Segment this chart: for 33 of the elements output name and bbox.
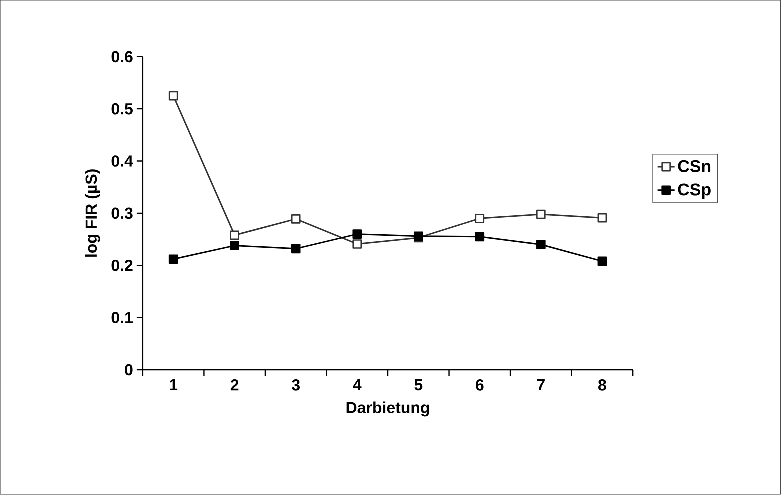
x-tick-label: 7 <box>537 380 545 391</box>
x-axis-title: Darbietung <box>346 402 430 417</box>
point <box>352 240 362 249</box>
y-tick-label: 0.4 <box>112 156 134 167</box>
y-tick-label: 0.5 <box>112 103 133 115</box>
point <box>230 230 240 240</box>
point <box>291 244 301 254</box>
x-tick-label: 6 <box>476 380 484 391</box>
point <box>475 232 485 242</box>
x-tick-label: 8 <box>598 380 606 391</box>
point <box>168 91 178 101</box>
y-tick-label: 0.2 <box>112 260 133 272</box>
point <box>598 214 608 223</box>
x-tick-label: 1 <box>170 380 178 391</box>
x-tick-label: 4 <box>353 380 362 391</box>
point <box>536 240 546 250</box>
y-axis-title: log FIR (µS) <box>85 170 100 257</box>
point <box>598 256 608 266</box>
point <box>475 214 485 224</box>
point <box>536 210 546 220</box>
y-tick-label: 0 <box>125 364 133 376</box>
x-tick-label: 2 <box>230 380 239 391</box>
x-tick-label: 5 <box>414 380 423 391</box>
point <box>230 241 240 250</box>
point <box>168 254 178 264</box>
y-tick-label: 0.1 <box>112 312 133 324</box>
point <box>291 214 301 224</box>
y-tick-label: 0.3 <box>112 208 133 220</box>
legend-label: CSp <box>678 184 711 200</box>
legend-label: CSn <box>678 160 711 172</box>
y-tick-label: 0.6 <box>112 51 133 63</box>
point <box>352 230 362 239</box>
x-tick-label: 3 <box>292 380 300 391</box>
